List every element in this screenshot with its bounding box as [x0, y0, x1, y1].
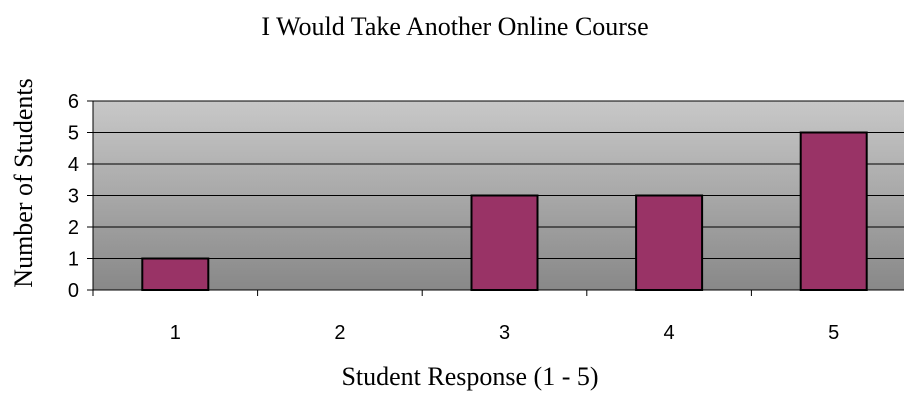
- y-tick-label-3: 3: [68, 186, 79, 208]
- y-tick-label-1: 1: [68, 249, 79, 271]
- x-tick-label-3: 3: [499, 322, 510, 344]
- chart-title: I Would Take Another Online Course: [261, 12, 648, 41]
- y-tick-label-5: 5: [68, 123, 79, 145]
- x-tick-label-4: 4: [664, 322, 675, 344]
- x-axis-label: Student Response (1 - 5): [341, 362, 598, 391]
- bars-group: [141, 131, 868, 291]
- x-tick-labels: 1 2 3 4 5: [170, 322, 840, 344]
- y-tick-labels: 0 1 2 3 4 5 6: [68, 91, 79, 302]
- y-tick-label-2: 2: [68, 217, 79, 239]
- y-tick-label-0: 0: [68, 280, 79, 302]
- y-axis-label: Number of Students: [9, 78, 38, 287]
- bar-4: [635, 194, 704, 291]
- y-tick-label-6: 6: [68, 91, 79, 113]
- y-tick-label-4: 4: [68, 154, 79, 176]
- x-tick-label-2: 2: [334, 322, 345, 344]
- bar-5: [799, 131, 868, 291]
- bar-1: [141, 257, 210, 291]
- x-tick-label-1: 1: [170, 322, 181, 344]
- bar-3: [470, 194, 539, 291]
- x-tick-label-5: 5: [828, 322, 839, 344]
- axes-group: [87, 100, 904, 296]
